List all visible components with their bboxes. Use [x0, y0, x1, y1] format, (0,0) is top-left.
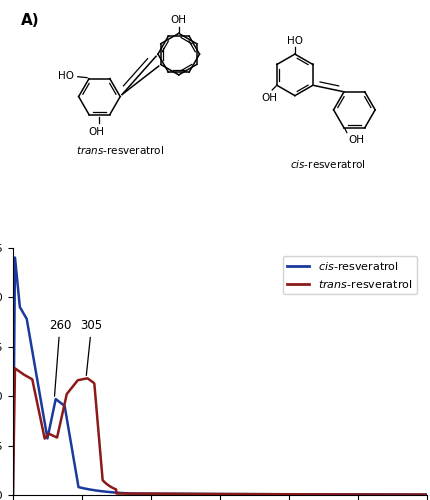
Text: HO: HO [286, 36, 302, 46]
Text: $\it{cis}$-resveratrol: $\it{cis}$-resveratrol [289, 158, 365, 170]
Text: OH: OH [348, 136, 364, 145]
Text: OH: OH [89, 127, 104, 137]
Text: HO: HO [58, 71, 74, 81]
Text: OH: OH [170, 15, 186, 25]
Text: $\it{trans}$-resveratrol: $\it{trans}$-resveratrol [76, 144, 164, 156]
Text: OH: OH [261, 93, 276, 103]
Legend: $\it{cis}$-resveratrol, $\it{trans}$-resveratrol: $\it{cis}$-resveratrol, $\it{trans}$-res… [282, 256, 416, 294]
Text: 305: 305 [80, 319, 102, 376]
Text: 260: 260 [49, 319, 71, 396]
Text: A): A) [21, 14, 40, 28]
